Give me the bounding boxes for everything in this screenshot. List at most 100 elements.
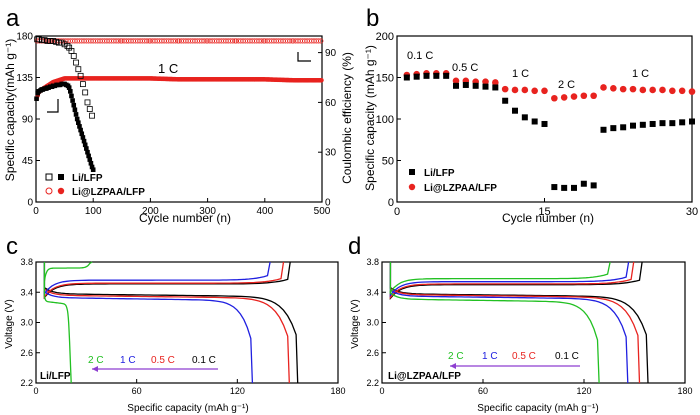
data-point-lzpaa	[659, 86, 666, 94]
panel-b-legend: Li/LFP Li@LZPAA/LFP	[408, 168, 497, 194]
data-point-lilfp-capacity	[87, 157, 93, 162]
panel-c-axes: 0 60 120 180 2.2 2.6 3.0 3.4 3.8	[20, 257, 345, 396]
data-point-lzpaa-efficiency	[258, 38, 264, 44]
legend-label-li-lfp: Li/LFP	[424, 168, 455, 179]
data-point-lilfp-capacity	[76, 120, 81, 125]
panel-letter-c: c	[6, 233, 18, 260]
data-point-lilfp-capacity	[77, 124, 82, 129]
charge-curve-2C	[43, 261, 93, 291]
data-point-lilfp	[403, 74, 410, 81]
panel-a-ylabel2: Coulombic efficiency (%)	[340, 52, 354, 184]
data-point-lilfp	[580, 180, 587, 187]
data-point-lilfp	[433, 72, 440, 79]
x-tick-label: 0	[394, 206, 400, 218]
data-point-lilfp-capacity	[80, 135, 86, 140]
data-point-lilfp	[659, 120, 666, 127]
panel-c-ylabel: Voltage (V)	[4, 299, 15, 348]
charge-curve-01C	[43, 261, 291, 300]
y-tick-label: 50	[382, 155, 394, 167]
panel-letter-a: a	[6, 5, 20, 32]
data-point-lilfp-capacity	[72, 107, 78, 113]
y-tick-label: 45	[22, 156, 34, 167]
legend-marker-lzpaa-open	[45, 187, 53, 195]
data-point-lilfp-efficiency	[86, 106, 93, 112]
y-tick-label: 3.4	[20, 287, 33, 297]
data-point-lzpaa	[560, 94, 568, 101]
charge-curve-1C	[389, 261, 630, 298]
legend-marker-li-lfp	[409, 169, 415, 175]
data-point-lzpaa-efficiency	[201, 38, 207, 44]
panel-a-legend: Li/LFP Li@LZPAA/LFP	[45, 173, 145, 198]
data-point-lzpaa-efficiency	[230, 38, 236, 44]
discharge-curve-05C	[43, 261, 290, 384]
panel-d-xlabel: Specific capacity (mAh g⁻¹)	[477, 403, 598, 414]
discharge-curve-1C	[389, 261, 629, 384]
data-point-lzpaa	[521, 86, 529, 94]
data-point-lilfp-capacity	[78, 127, 83, 133]
panel-a-rate-annotation: 1 C	[158, 61, 178, 76]
data-point-lilfp	[571, 184, 577, 191]
legend-marker-li-lfp-filled	[58, 174, 64, 180]
data-point-lilfp-efficiency	[89, 112, 95, 119]
data-point-lilfp	[551, 184, 558, 191]
x-tick-label: 180	[330, 386, 345, 396]
data-point-lilfp-capacity	[74, 116, 80, 122]
panel-b-xlabel: Cycle number (n)	[502, 211, 594, 225]
data-point-lilfp	[443, 72, 450, 79]
data-point-lzpaa	[482, 78, 489, 85]
data-point-lzpaa-efficiency	[173, 38, 179, 44]
panel-c-rate-legend: 2 C 1 C 0.5 C 0.1 C	[88, 355, 218, 372]
data-point-lilfp	[679, 119, 686, 126]
panel-d-axes: 0 60 120 180 2.2 2.6 3.0 3.4 3.8	[366, 257, 692, 396]
data-point-lzpaa	[619, 85, 627, 93]
panel-b-rate-label: 1 C	[632, 68, 649, 80]
y2-tick-label: 0	[325, 198, 331, 209]
data-point-lzpaa	[688, 88, 696, 95]
data-point-lilfp	[413, 73, 420, 80]
y-tick-label: 180	[16, 32, 33, 43]
data-point-lilfp	[482, 83, 489, 90]
panel-b-axes: 0 15 30 0 50 100 150 200	[376, 31, 698, 218]
data-point-lzpaa	[639, 86, 647, 94]
data-point-lilfp	[531, 118, 538, 125]
x-tick-label: 120	[576, 386, 591, 396]
data-point-lilfp-capacity	[79, 131, 85, 137]
rate-label: 1 C	[482, 351, 498, 362]
data-point-lilfp	[521, 114, 528, 121]
data-point-lzpaa-efficiency	[318, 38, 324, 44]
data-point-lilfp	[689, 118, 695, 125]
data-point-lilfp	[600, 126, 607, 133]
panel-d-ylabel: Voltage (V)	[350, 299, 361, 348]
data-point-lzpaa	[678, 87, 686, 95]
data-point-lilfp-capacity	[70, 98, 75, 103]
data-point-lilfp-efficiency	[75, 66, 82, 73]
x-tick-label: 15	[538, 206, 550, 218]
data-point-lilfp	[453, 82, 459, 89]
panel-b-ylabel: Specific capacity (mAh g⁻¹)	[363, 45, 377, 191]
y2-tick-label: 60	[325, 98, 337, 109]
data-point-lilfp-capacity	[89, 164, 95, 170]
panel-d-series	[389, 261, 649, 384]
data-point-lilfp-capacity	[71, 102, 77, 108]
y-tick-label: 150	[376, 72, 394, 84]
y-tick-label: 135	[16, 73, 33, 84]
discharge-curve-2C	[389, 261, 600, 384]
charge-curve-05C	[43, 261, 285, 299]
x-tick-label: 0	[33, 206, 39, 217]
data-point-lilfp	[512, 107, 518, 114]
data-point-lilfp-efficiency	[70, 53, 77, 59]
rate-label: 0.5 C	[151, 355, 175, 366]
x-tick-label: 100	[85, 206, 102, 217]
panel-a-right-axis-arrow	[297, 52, 311, 62]
data-point-lilfp	[639, 121, 646, 128]
legend-label-li-lfp: Li/LFP	[72, 173, 103, 184]
data-point-lilfp-efficiency	[82, 89, 89, 96]
data-point-lilfp-capacity	[84, 146, 89, 151]
panel-c-sample-label: Li/LFP	[40, 371, 71, 382]
x-tick-label: 300	[199, 206, 216, 217]
data-point-lilfp-efficiency	[80, 81, 86, 88]
y-tick-label: 2.2	[366, 378, 379, 388]
x-tick-label: 60	[132, 386, 142, 396]
discharge-curve-2C	[43, 261, 72, 384]
